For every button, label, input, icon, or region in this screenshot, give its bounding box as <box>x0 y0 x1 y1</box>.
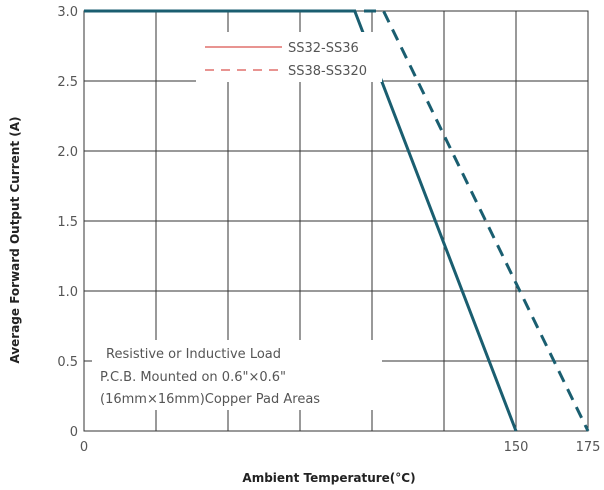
y-tick-label: 0.5 <box>57 355 78 370</box>
y-axis-title: Average Forward Output Current (A) <box>8 116 22 363</box>
x-axis-title: Ambient Temperature(°C) <box>242 471 415 485</box>
x-tick-label: 0 <box>80 440 88 455</box>
legend: SS32-SS36 SS38-SS320 <box>196 32 382 82</box>
y-tick-label: 2.0 <box>57 145 78 160</box>
tick-labels: 0 0.5 1.0 1.5 2.0 2.5 3.0 0 150 175 <box>57 5 600 455</box>
legend-label-ss32-ss36: SS32-SS36 <box>288 41 359 56</box>
annotation-background <box>92 340 382 410</box>
x-tick-label: 175 <box>576 440 601 455</box>
annotation-line-1: Resistive or Inductive Load <box>106 347 281 362</box>
y-tick-label: 0 <box>70 425 78 440</box>
y-tick-label: 1.5 <box>57 215 78 230</box>
annotation-box: Resistive or Inductive Load P.C.B. Mount… <box>92 340 382 410</box>
legend-label-ss38-ss320: SS38-SS320 <box>288 64 367 79</box>
series-line-ss38-ss320 <box>84 9 590 432</box>
annotation-line-2: P.C.B. Mounted on 0.6"×0.6" <box>100 370 286 385</box>
legend-background <box>196 32 382 82</box>
y-tick-label: 1.0 <box>57 285 78 300</box>
x-tick-label: 150 <box>504 440 529 455</box>
y-tick-label: 2.5 <box>57 75 78 90</box>
y-tick-label: 3.0 <box>57 5 78 20</box>
series-layer <box>84 9 590 432</box>
annotation-line-3: (16mm×16mm)Copper Pad Areas <box>100 392 320 407</box>
